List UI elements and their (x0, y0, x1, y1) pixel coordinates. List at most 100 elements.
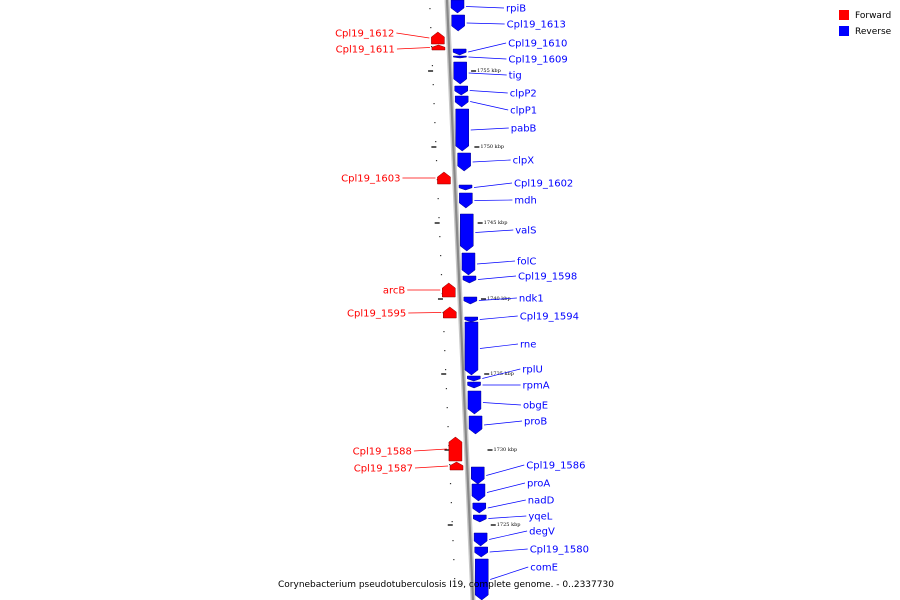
track-dot (439, 236, 441, 238)
reverse-gene-connector (469, 90, 508, 94)
forward-gene-connector (413, 448, 447, 452)
reverse-gene (453, 61, 467, 85)
reverse-gene (467, 381, 481, 389)
forward-gene (449, 461, 464, 471)
reverse-gene-connector (486, 482, 526, 493)
reverse-gene-connector (468, 56, 507, 60)
track-dot (449, 483, 452, 485)
reverse-gene-label: Cpl19_1586 (526, 461, 585, 472)
track-dot (434, 122, 436, 124)
reverse-gene-connector (466, 22, 505, 25)
reverse-gene-connector (476, 260, 515, 265)
reverse-gene-label: clpP1 (510, 106, 537, 117)
reverse-gene-label: mdh (514, 196, 536, 207)
reverse-gene-label: clpX (513, 156, 535, 167)
genome-backbone (444, 0, 476, 600)
reverse-gene (474, 558, 489, 600)
tick-label: 1745 kbp (484, 220, 508, 226)
reverse-gene-connector (468, 42, 507, 53)
reverse-gene (473, 514, 487, 523)
reverse-gene-label: rpiB (506, 4, 526, 15)
legend-forward-label: Forward (855, 11, 891, 21)
track-dot (445, 388, 448, 390)
reverse-gene-connector (473, 182, 513, 188)
reverse-gene (455, 108, 469, 152)
track-dot (446, 407, 448, 409)
reverse-gene-connector (482, 402, 521, 406)
reverse-gene (464, 316, 478, 323)
reverse-gene (468, 415, 483, 435)
reverse-gene-label: ndk1 (519, 294, 544, 305)
track-dot (451, 521, 453, 523)
legend: Forward Reverse (839, 10, 892, 37)
reverse-gene-connector (474, 199, 513, 201)
reverse-gene-label: proB (524, 417, 547, 428)
reverse-gene (450, 0, 465, 14)
reverse-gene-connector (475, 229, 514, 233)
reverse-gene-label: Cpl19_1610 (508, 39, 567, 50)
reverse-gene (461, 252, 476, 276)
reverse-gene (474, 546, 488, 558)
reverse-gene (473, 532, 488, 547)
forward-gene (443, 306, 457, 319)
legend-reverse-swatch (839, 26, 849, 36)
track-dot (450, 502, 452, 504)
track-dot (444, 350, 446, 352)
reverse-gene-connector (488, 515, 527, 519)
track-dot (454, 578, 456, 580)
track-dot (443, 331, 445, 333)
reverse-gene-label: rplU (522, 365, 543, 376)
reverse-gene-connector (483, 420, 523, 426)
reverse-gene (467, 375, 481, 382)
reverse-gene (464, 321, 479, 376)
reverse-gene-label: pabB (511, 124, 537, 135)
reverse-gene (454, 85, 468, 96)
track-dot (429, 8, 431, 10)
track-dot (440, 255, 442, 257)
reverse-gene-connector (470, 127, 509, 131)
reverse-gene-label: folC (517, 257, 536, 268)
reverse-gene (458, 184, 473, 191)
reverse-gene-label: Cpl19_1598 (518, 272, 577, 283)
track-dot (431, 65, 434, 67)
reverse-gene-label: degV (529, 527, 555, 538)
reverse-gene (470, 466, 485, 485)
reverse-gene-connector (490, 566, 529, 580)
reverse-gene-connector (489, 530, 528, 540)
forward-gene-label: arcB (383, 286, 406, 297)
track-dot (430, 46, 433, 48)
reverse-gene-label: yqeL (528, 512, 552, 523)
forward-gene (431, 31, 445, 45)
tick-label: 1750 kbp (480, 144, 504, 150)
reverse-gene-connector (478, 297, 517, 301)
legend-forward-swatch (839, 10, 849, 20)
reverse-gene-connector (479, 315, 518, 320)
reverse-gene (463, 296, 478, 305)
reverse-gene-label: Cpl19_1613 (507, 20, 566, 31)
forward-gene (431, 44, 446, 51)
reverse-gene (452, 48, 467, 56)
reverse-gene-label: nadD (528, 496, 555, 507)
reverse-gene (454, 95, 469, 108)
reverse-gene (462, 275, 477, 284)
track-dot (437, 198, 439, 200)
tick-label: 1735 kbp (490, 371, 514, 377)
reverse-gene-connector (486, 464, 525, 476)
track-dot (449, 464, 451, 466)
tick-label: 1725 kbp (497, 522, 521, 528)
reverse-gene-connector (472, 159, 511, 163)
tick-label: 1755 kbp (477, 68, 501, 74)
reverse-gene-connector (489, 548, 528, 553)
reverse-gene-connector (482, 368, 521, 379)
forward-gene-label: Cpl19_1587 (354, 464, 413, 475)
forward-gene-connector (408, 312, 442, 314)
reverse-gene-label: proA (527, 479, 550, 490)
forward-gene-label: Cpl19_1588 (353, 447, 412, 458)
forward-gene-connector (396, 32, 430, 39)
track-dot (438, 217, 440, 219)
reverse-gene-connector (479, 343, 518, 349)
reverse-gene-label: Cpl19_1609 (508, 55, 567, 66)
track-dot (453, 559, 455, 561)
reverse-gene-label: rne (520, 340, 536, 351)
